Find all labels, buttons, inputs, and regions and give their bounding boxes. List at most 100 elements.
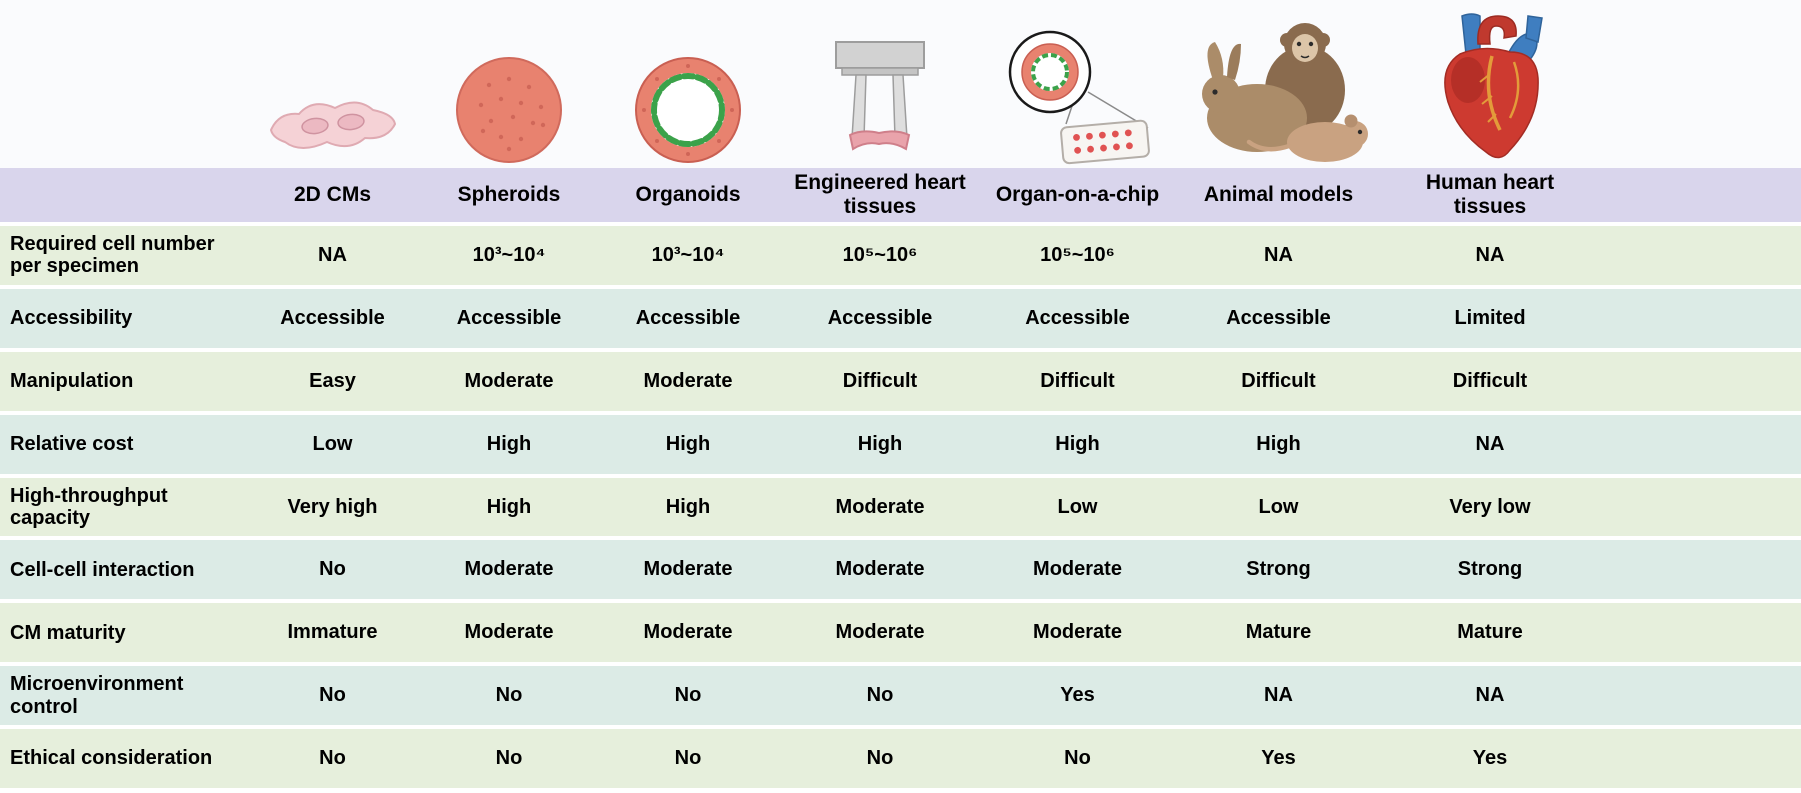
- illustrations-row: [0, 0, 1801, 168]
- table-cell: Mature: [1245, 621, 1312, 644]
- table-cell: Moderate: [464, 621, 554, 644]
- table-cell: Very low: [1449, 495, 1531, 518]
- table-cell: Difficult: [1241, 369, 1316, 392]
- table-row-required-cell-number: Required cell number per specimen NA 10³…: [0, 226, 1801, 285]
- table-cell: Limited: [1454, 306, 1526, 329]
- table-cell: Accessible: [827, 306, 933, 329]
- table-cell: Moderate: [643, 369, 733, 392]
- table-cell: No: [495, 684, 523, 707]
- column-header-human-heart-tissues: Human heart tissues: [1425, 171, 1555, 218]
- spheroid-icon: [456, 57, 562, 163]
- table-cell: No: [674, 747, 702, 770]
- table-cell: NA: [1475, 684, 1505, 707]
- table-cell: Accessible: [456, 306, 562, 329]
- table-cell: NA: [1475, 243, 1505, 266]
- illustration-cell-2d-cms: [245, 86, 420, 166]
- table-cell: Yes: [1472, 747, 1508, 770]
- table-cell: High: [1256, 432, 1301, 455]
- animal-models-icon: [1201, 23, 1368, 162]
- table-cell: No: [866, 684, 894, 707]
- table-cell: Moderate: [835, 621, 925, 644]
- row-label: Microenvironment control: [10, 673, 184, 718]
- row-label: Accessibility: [10, 307, 133, 330]
- illustration-cell-human-heart: [1384, 10, 1596, 166]
- table-cell: Moderate: [464, 369, 554, 392]
- human-heart-icon: [1444, 13, 1543, 159]
- table-cell: Moderate: [835, 495, 925, 518]
- row-label: High-throughput capacity: [10, 484, 168, 529]
- table-cell: NA: [1475, 432, 1505, 455]
- table-cell: Accessible: [1226, 306, 1331, 329]
- table-cell: High: [857, 432, 903, 455]
- table-cell: 10³~10⁴: [472, 243, 546, 266]
- table-cell: Accessible: [1025, 306, 1130, 329]
- table-header-row: 2D CMs Spheroids Organoids Engineered he…: [0, 168, 1801, 222]
- table-row-manipulation: Manipulation Easy Moderate Moderate Diff…: [0, 351, 1801, 411]
- table-cell: Immature: [287, 621, 378, 644]
- 2d-cardiomyocyte-icon: [269, 101, 397, 149]
- row-label: Manipulation: [10, 370, 134, 393]
- column-header-spheroids: Spheroids: [457, 183, 561, 207]
- table-cell: High: [665, 495, 711, 518]
- table-cell: Yes: [1261, 747, 1296, 770]
- row-label: CM maturity: [10, 621, 126, 644]
- column-header-animal-models: Animal models: [1203, 183, 1354, 207]
- table-cell: Accessible: [635, 306, 741, 329]
- table-cell: No: [674, 684, 702, 707]
- table-cell: No: [319, 747, 346, 770]
- organ-on-a-chip-icon: [1008, 30, 1150, 165]
- table-cell: Moderate: [835, 558, 925, 581]
- column-header-organoids: Organoids: [635, 183, 741, 207]
- engineered-heart-tissue-icon: [835, 41, 925, 151]
- table-body: Required cell number per specimen NA 10³…: [0, 222, 1801, 793]
- table-cell: No: [319, 558, 346, 581]
- table-cell: No: [319, 684, 346, 707]
- table-cell: 10³~10⁴: [651, 243, 725, 266]
- table-cell: No: [1064, 747, 1091, 770]
- table-cell: Difficult: [1452, 369, 1528, 392]
- table-cell: Difficult: [842, 369, 918, 392]
- table-cell: Very high: [287, 495, 378, 518]
- table-row-cm-maturity: CM maturity Immature Moderate Moderate M…: [0, 603, 1801, 663]
- illustration-cell-engineered-heart-tissues: [778, 38, 982, 166]
- row-label: Required cell number per specimen: [10, 233, 215, 278]
- illustration-cell-spheroids: [420, 54, 598, 166]
- table-row-high-throughput-capacity: High-throughput capacity Very high High …: [0, 477, 1801, 537]
- table-row-relative-cost: Relative cost Low High High High High Hi…: [0, 414, 1801, 474]
- table-cell: High: [1055, 432, 1100, 455]
- table-cell: 10⁵~10⁶: [1040, 243, 1115, 266]
- table-cell: High: [486, 432, 532, 455]
- table-cell: Moderate: [643, 558, 733, 581]
- table-cell: Accessible: [280, 306, 385, 329]
- table-cell: 10⁵~10⁶: [842, 243, 918, 266]
- table-cell: Low: [312, 432, 353, 455]
- header-spacer: [0, 168, 245, 222]
- row-label: Cell-cell interaction: [10, 558, 195, 581]
- row-label: Relative cost: [10, 432, 134, 455]
- table-cell: NA: [1264, 684, 1293, 707]
- table-cell: NA: [1264, 243, 1293, 266]
- table-cell: High: [665, 432, 711, 455]
- table-cell: Strong: [1246, 558, 1311, 581]
- illustration-cell-animal-models: [1173, 14, 1384, 166]
- table-cell: Moderate: [1033, 621, 1122, 644]
- table-cell: NA: [318, 243, 347, 266]
- table-cell: No: [495, 747, 523, 770]
- table-cell: Low: [1258, 495, 1299, 518]
- organoid-icon: [635, 57, 741, 163]
- table-cell: Difficult: [1040, 369, 1115, 392]
- illustration-cell-organoids: [598, 54, 778, 166]
- table-cell: Easy: [309, 369, 356, 392]
- table-cell: No: [866, 747, 894, 770]
- table-cell: Strong: [1457, 558, 1523, 581]
- table-cell: Moderate: [1033, 558, 1122, 581]
- table-row-microenvironment-control: Microenvironment control No No No No Yes…: [0, 666, 1801, 726]
- row-label: Ethical consideration: [10, 747, 213, 770]
- table-row-cell-cell-interaction: Cell-cell interaction No Moderate Modera…: [0, 540, 1801, 600]
- column-header-organ-on-a-chip: Organ-on-a-chip: [995, 183, 1160, 207]
- table-cell: Yes: [1060, 684, 1095, 707]
- table-cell: Low: [1057, 495, 1098, 518]
- column-header-engineered-heart-tissues: Engineered heart tissues: [794, 171, 966, 218]
- table-cell: Moderate: [464, 558, 554, 581]
